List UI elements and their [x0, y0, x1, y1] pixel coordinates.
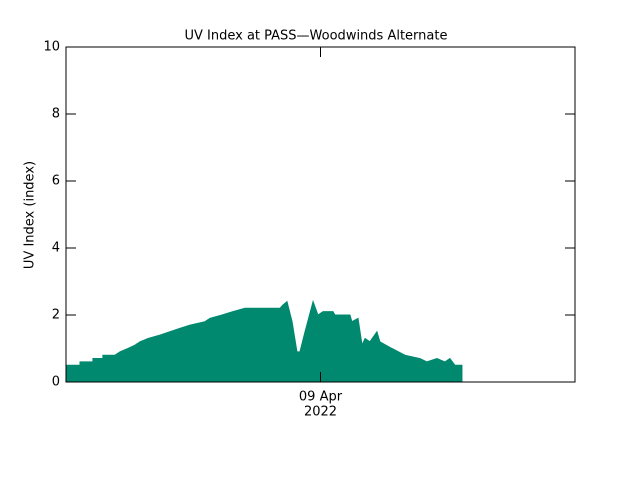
y-tick-label: 10 — [43, 40, 60, 55]
y-tick-label: 0 — [52, 375, 60, 390]
y-tick-label: 8 — [52, 107, 60, 122]
y-tick-label: 2 — [52, 308, 60, 323]
y-axis-label: UV Index (index) — [23, 161, 38, 269]
x-tick-label: 09 Apr — [299, 390, 343, 405]
chart-title: UV Index at PASS—Woodwinds Alternate — [185, 29, 448, 44]
uv-area — [65, 299, 463, 383]
y-tick-label: 4 — [52, 241, 60, 256]
y-tick-label: 6 — [52, 174, 60, 189]
x-tick-sublabel: 2022 — [304, 405, 337, 420]
